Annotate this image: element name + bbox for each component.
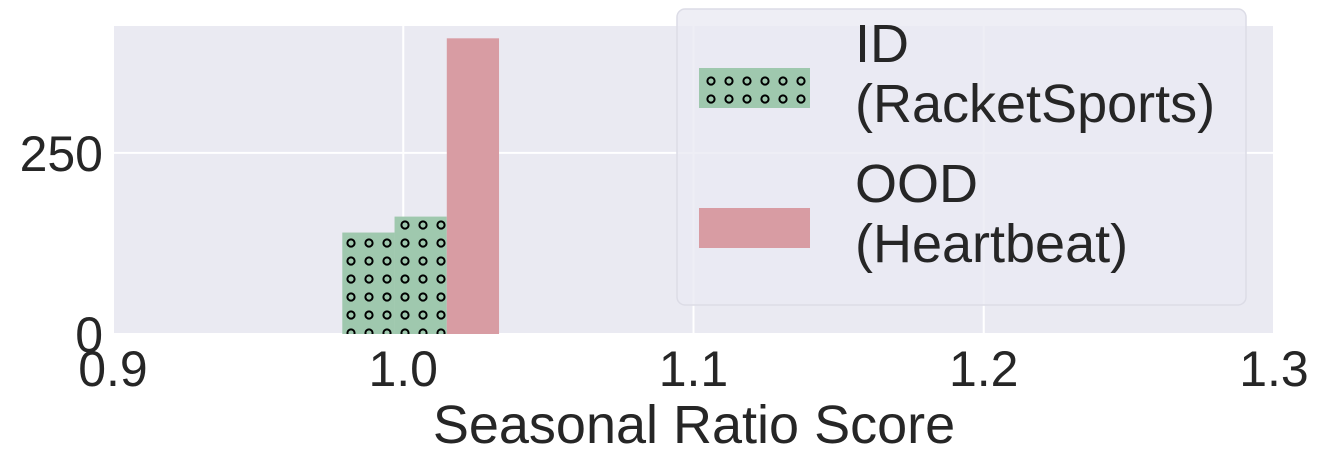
legend-label-0: ID (RacketSports) [855,14,1215,134]
legend-swatch-1 [699,208,810,248]
x-tick-label-0: 0.9 [78,341,148,397]
x-tick-label-3: 1.2 [949,341,1019,397]
x-axis-label: Seasonal Ratio Score [433,395,955,455]
bars [342,38,500,334]
x-tick-label-2: 1.1 [659,341,729,397]
bar-series-0-bin-0 [342,232,395,334]
legend-swatch-0 [699,68,810,108]
legend-label-1: OOD (Heartbeat) [855,154,1128,274]
x-tick-label-1: 1.0 [368,341,438,397]
legend: ID (RacketSports) OOD (Heartbeat) [676,8,1247,306]
legend-frame [676,8,1247,306]
y-tick-label-1: 250 [20,126,103,182]
tick-labels: 0.9 1.0 1.1 1.2 1.3 0 250 [20,126,1309,397]
bar-series-1-bin-0 [446,38,500,334]
y-tick-label-0: 0 [75,307,103,363]
x-tick-label-4: 1.3 [1239,341,1309,397]
bar-series-0-bin-1 [394,216,447,334]
